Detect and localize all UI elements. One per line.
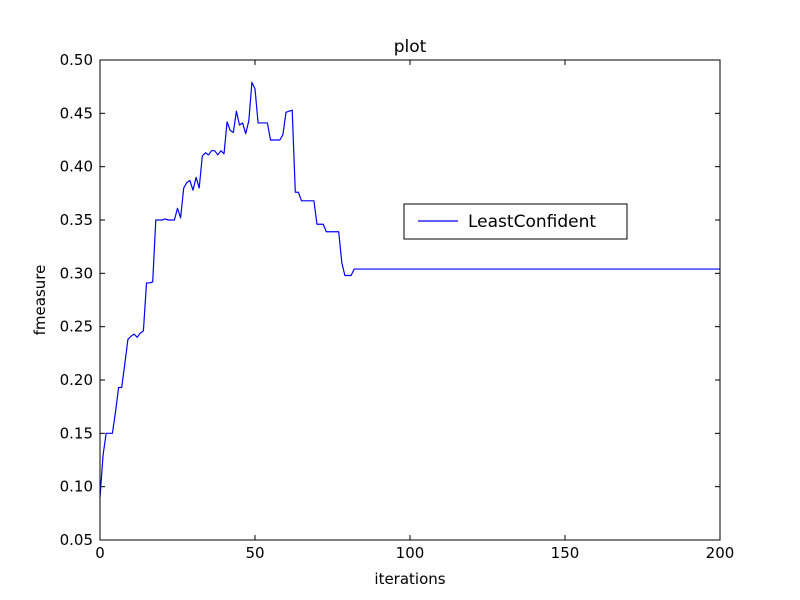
axis-ticks: 0 50 100 150 200 0.05 0.10 0.15 0.20 0.25 0.30 0.35… [60, 51, 735, 562]
y-tick-label: 0.50 [60, 51, 93, 69]
y-tick-label: 0.20 [60, 371, 93, 389]
y-tick-label: 0.25 [60, 318, 93, 336]
legend: LeastConfident [403, 203, 628, 240]
y-tick-label: 0.10 [60, 478, 93, 496]
y-axis-label: fmeasure [31, 265, 49, 336]
legend-label-leastconfident: LeastConfident [468, 212, 596, 232]
x-tick-label: 100 [396, 544, 425, 562]
y-tick-label: 0.45 [60, 104, 93, 122]
x-axis-label: iterations [374, 570, 445, 588]
x-tick-label: 50 [245, 544, 264, 562]
series-layer [99, 81, 720, 498]
series-line-leastconfident [99, 81, 720, 498]
y-tick-label: 0.15 [60, 424, 93, 442]
x-tick-label: 200 [706, 544, 735, 562]
plot-area [100, 60, 720, 540]
y-tick-label: 0.40 [60, 158, 93, 176]
chart-title: plot [394, 37, 427, 57]
y-tick-label: 0.05 [60, 531, 93, 549]
x-tick-label: 150 [551, 544, 580, 562]
x-tick-label: 0 [95, 544, 105, 562]
plot-frame [99, 59, 721, 541]
y-tick-label: 0.35 [60, 211, 93, 229]
y-tick-label: 0.30 [60, 264, 93, 282]
